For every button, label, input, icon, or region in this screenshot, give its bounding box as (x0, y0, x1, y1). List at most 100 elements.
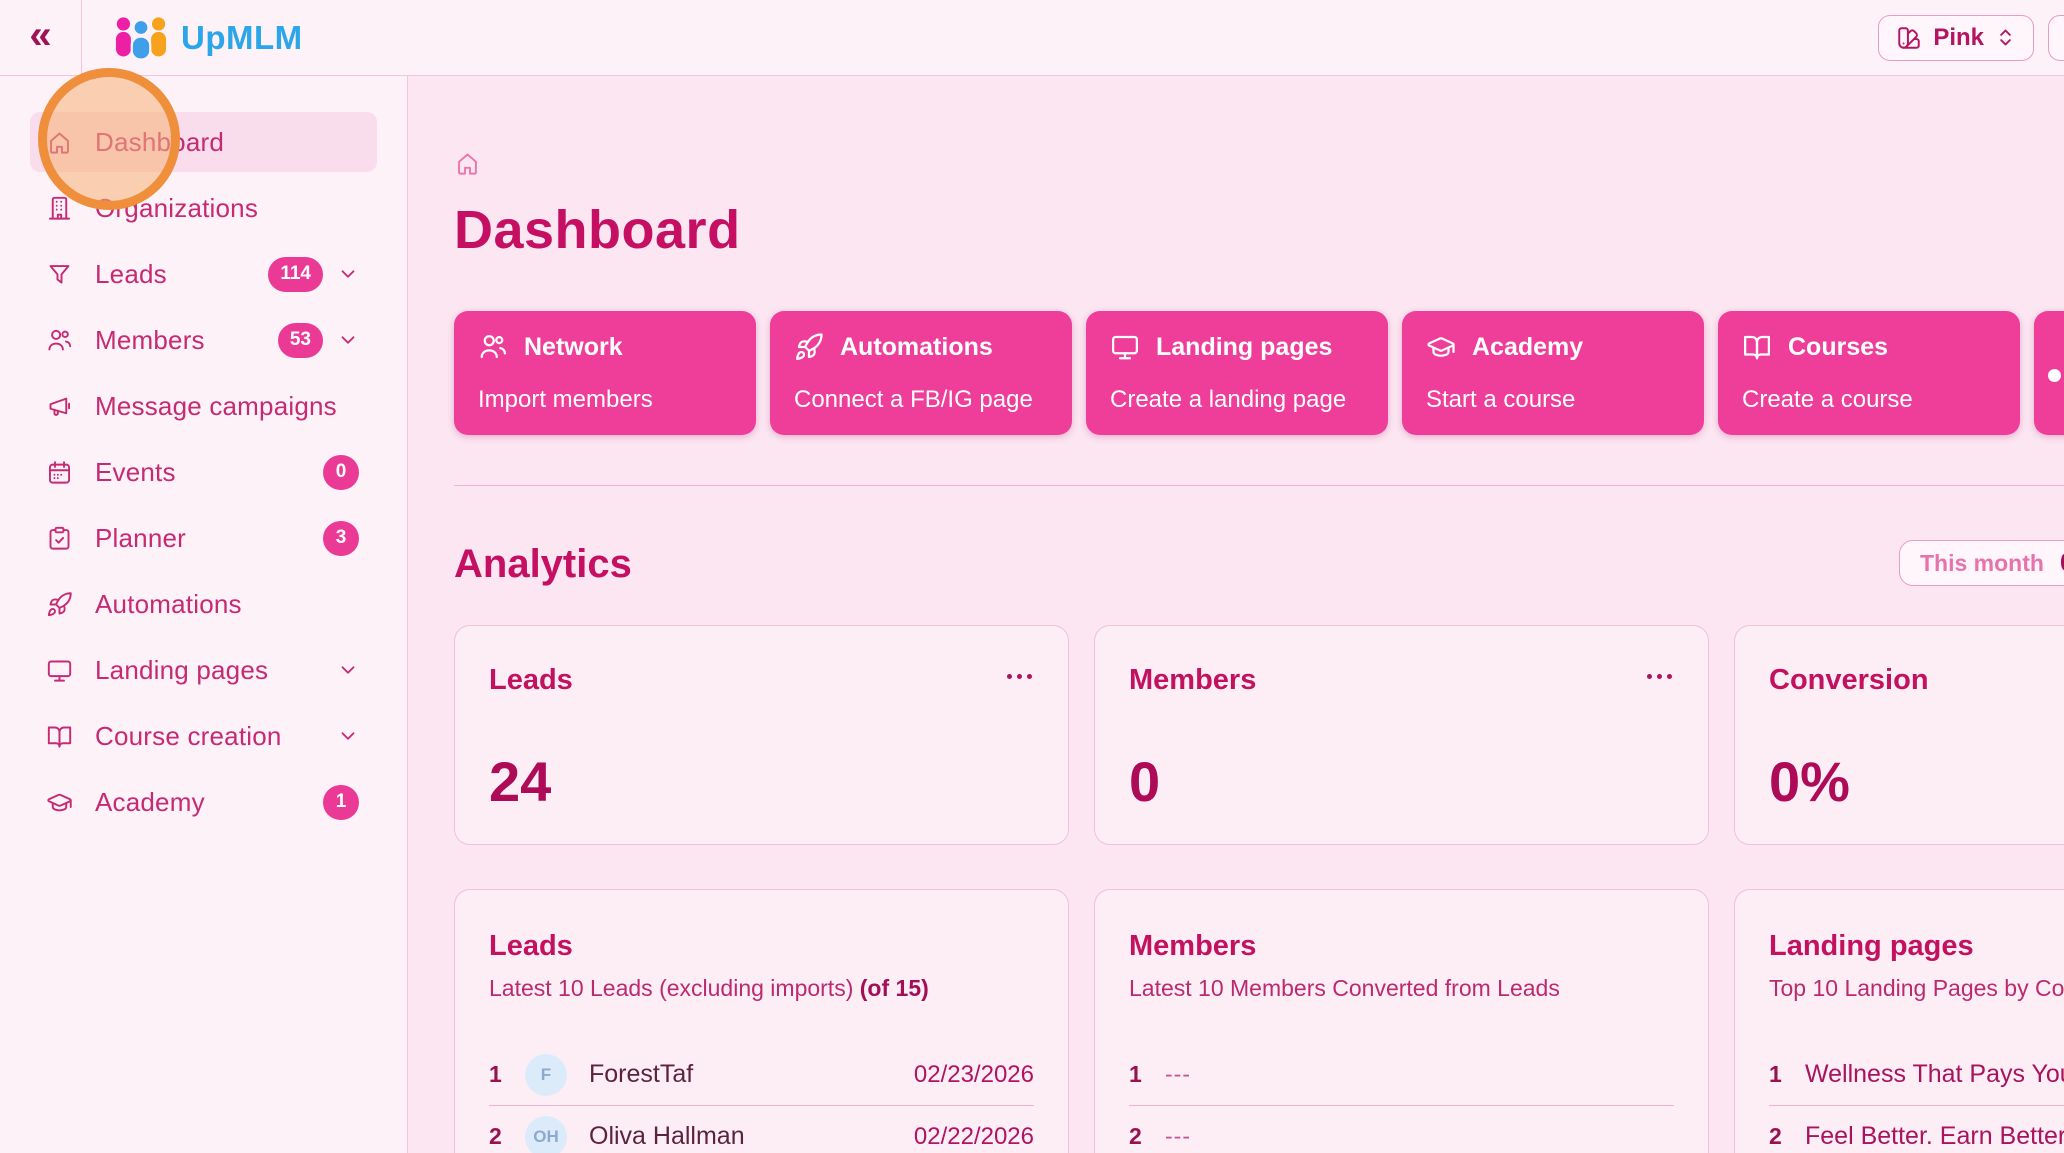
lead-name: Oliva Hallman (589, 1122, 745, 1151)
list-card-title: Landing pages (1769, 930, 1974, 963)
stat-card-leads: Leads 24 (454, 625, 1069, 846)
sidebar-item-automations[interactable]: Automations (30, 574, 377, 634)
list-card-leads: Leads Latest 10 Leads (excluding imports… (454, 889, 1069, 1153)
count-badge: 1 (323, 784, 359, 820)
list-item[interactable]: 1 Wellness That Pays You Back (1769, 1044, 2064, 1107)
logo-text: UpMLM (181, 18, 303, 56)
calendar-icon (46, 459, 73, 486)
stat-card-title: Conversion (1769, 664, 1929, 697)
more-menu-button[interactable] (1645, 664, 1674, 689)
list-item: 2 --- (1129, 1106, 1674, 1153)
quick-actions-row: Network Import members Automations Conne… (454, 311, 2064, 436)
chevron-down-icon[interactable] (337, 725, 359, 747)
home-icon[interactable] (454, 150, 2064, 177)
megaphone-icon (46, 393, 73, 420)
list-card-landing-pages: Landing pages Top 10 Landing Pages by Co… (1734, 889, 2064, 1153)
list-item[interactable]: 2 Feel Better. Earn Better. (1769, 1106, 2064, 1153)
quick-action-landing-pages[interactable]: Landing pages Create a landing page (1086, 311, 1388, 436)
row-index: 2 (1129, 1123, 1142, 1150)
partial-clipped-button[interactable] (2048, 14, 2064, 61)
quick-action-automations[interactable]: Automations Connect a FB/IG page (770, 311, 1072, 436)
row-index: 1 (489, 1061, 502, 1088)
sidebar-item-label: Events (95, 456, 176, 487)
count-badge: 3 (323, 520, 359, 556)
period-filter-button[interactable]: This month 02/0 (1899, 540, 2064, 587)
sidebar-item-landing-pages[interactable]: Landing pages (30, 640, 377, 700)
breadcrumb (454, 150, 2064, 177)
members-list: 1 --- 2 --- (1129, 1044, 1674, 1153)
book-open-icon (1742, 332, 1772, 362)
sidebar-item-events[interactable]: Events 0 (30, 442, 377, 502)
more-menu-button[interactable] (1005, 664, 1034, 689)
app-logo[interactable]: UpMLM (112, 15, 303, 61)
graduation-cap-icon (1426, 332, 1456, 362)
quick-action-academy[interactable]: Academy Start a course (1402, 311, 1704, 436)
sidebar-item-members[interactable]: Members 53 (30, 310, 377, 370)
quick-action-subtitle: Import members (478, 386, 653, 414)
stat-cards-row: Leads 24 Members 0 Conversion (454, 625, 2064, 846)
list-card-subtitle: Top 10 Landing Pages by Conversions (1769, 975, 2064, 1002)
list-card-title: Members (1129, 930, 1257, 963)
sidebar-item-message-campaigns[interactable]: Message campaigns (30, 376, 377, 436)
sidebar-item-label: Leads (95, 258, 167, 289)
landing-pages-list: 1 Wellness That Pays You Back 2 Feel Bet… (1769, 1044, 2064, 1153)
row-index: 1 (1129, 1061, 1142, 1088)
page-title: Dashboard (454, 200, 741, 260)
sidebar-collapse-button[interactable]: « (29, 15, 51, 61)
stat-card-title: Leads (489, 664, 573, 697)
clipped-icon-fragment (2048, 369, 2061, 383)
quick-action-subtitle: Create a course (1742, 386, 1913, 414)
funnel-icon (46, 261, 73, 288)
sidebar-item-dashboard[interactable]: Dashboard (30, 112, 377, 172)
users-icon (478, 332, 508, 362)
quick-action-courses[interactable]: Courses Create a course (1718, 311, 2020, 436)
analytics-heading: Analytics (454, 542, 632, 587)
quick-action-title: Automations (840, 332, 993, 361)
quick-action-network[interactable]: Network Import members (454, 311, 756, 436)
count-badge: 114 (268, 256, 323, 292)
sidebar: Dashboard Organizations Leads 114 (0, 76, 408, 1153)
list-card-members: Members Latest 10 Members Converted from… (1094, 889, 1709, 1153)
sidebar-item-planner[interactable]: Planner 3 (30, 508, 377, 568)
monitor-icon (1110, 332, 1140, 362)
sidebar-item-organizations[interactable]: Organizations (30, 178, 377, 238)
rocket-icon (46, 591, 73, 618)
logo-people-icon (115, 16, 167, 61)
sidebar-item-course-creation[interactable]: Course creation (30, 706, 377, 766)
chevron-down-icon[interactable] (337, 659, 359, 681)
stat-card-value: 0% (1769, 750, 1850, 814)
sidebar-item-leads[interactable]: Leads 114 (30, 244, 377, 304)
palette-icon (1896, 25, 1922, 51)
list-card-subtitle: Latest 10 Members Converted from Leads (1129, 975, 1560, 1002)
top-bar: « UpMLM Pink (0, 0, 2064, 76)
list-cards-row: Leads Latest 10 Leads (excluding imports… (454, 889, 2064, 1153)
book-open-icon (46, 723, 73, 750)
row-index: 2 (489, 1123, 502, 1150)
period-date-value: 02/0 (2060, 549, 2064, 578)
users-icon (46, 327, 73, 354)
theme-select-button[interactable]: Pink (1878, 14, 2034, 61)
graduation-cap-icon (46, 789, 73, 816)
chevrons-up-down-icon (1995, 27, 2016, 48)
row-index: 2 (1769, 1123, 1782, 1150)
sidebar-item-label: Organizations (95, 192, 259, 223)
chevron-down-icon[interactable] (337, 263, 359, 285)
sidebar-item-academy[interactable]: Academy 1 (30, 772, 377, 832)
sidebar-item-label: Automations (95, 588, 242, 619)
chevron-down-icon[interactable] (337, 329, 359, 351)
quick-action-subtitle: Create a landing page (1110, 386, 1347, 414)
avatar: OH (525, 1115, 567, 1153)
list-item[interactable]: 2 OH Oliva Hallman 02/22/2026 (489, 1106, 1034, 1153)
quick-action-title: Academy (1472, 332, 1584, 361)
analytics-header: Analytics This month 02/0 (454, 540, 2064, 587)
list-item[interactable]: 1 F ForestTaf 02/23/2026 (489, 1044, 1034, 1107)
lead-date: 02/23/2026 (913, 1060, 1034, 1088)
section-divider (454, 485, 2064, 487)
empty-value: --- (1165, 1123, 1191, 1150)
rocket-icon (794, 332, 824, 362)
top-bar-actions: Pink (1878, 0, 2064, 75)
stat-card-members: Members 0 (1094, 625, 1709, 846)
lead-name: ForestTaf (589, 1060, 694, 1089)
quick-action-clipped[interactable] (2034, 311, 2064, 436)
